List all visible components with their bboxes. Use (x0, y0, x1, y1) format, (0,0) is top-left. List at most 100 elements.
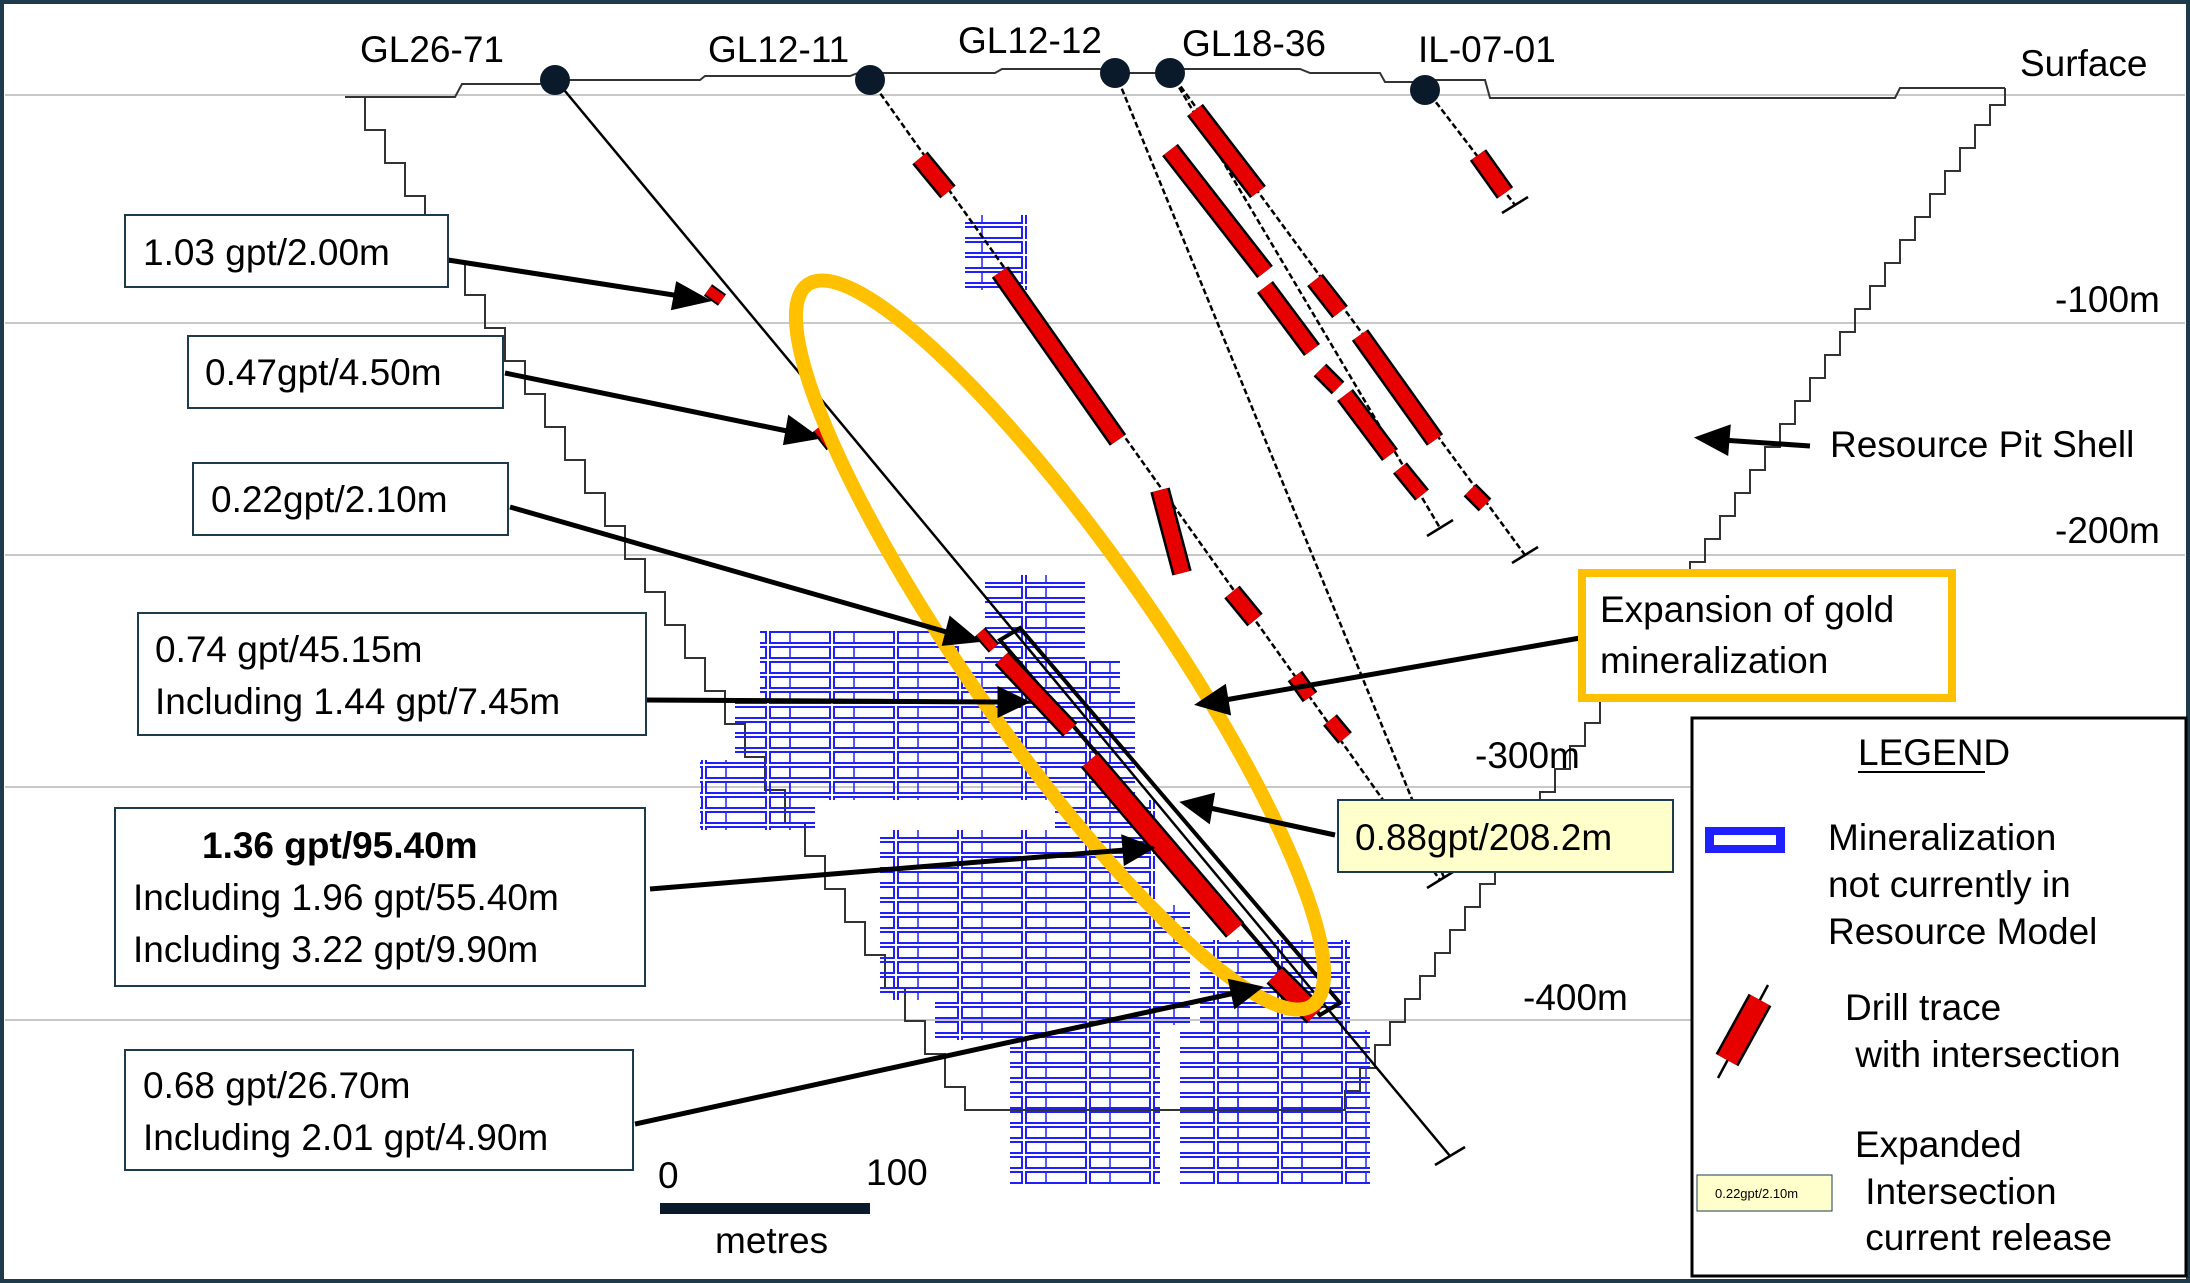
callout-3: 0.22gpt/2.10m (192, 462, 509, 536)
arrow-callout-4 (644, 697, 1001, 705)
callout-1: 1.03 gpt/2.00m (124, 214, 449, 288)
callout-1-line-1: 1.03 gpt/2.00m (143, 232, 390, 273)
callout-6: 0.68 gpt/26.70m Including 2.01 gpt/4.90m (124, 1049, 634, 1171)
intersection (976, 628, 998, 652)
legend-mineralization-line-2: not currently in (1828, 864, 2071, 905)
drill-traces (554, 71, 1539, 1167)
highlight-callout: 0.88gpt/208.2m (1337, 799, 1674, 873)
depth-label-100: -100m (2055, 279, 2160, 320)
callout-5: 1.36 gpt/95.40m Including 1.96 gpt/55.40… (114, 807, 646, 987)
intersection (993, 267, 1125, 445)
scale-bar: 0 100 metres (658, 1152, 928, 1261)
leader-arrows (447, 257, 1811, 1127)
highlight-callout-text: 0.88gpt/208.2m (1355, 817, 1612, 858)
depth-label-400: -400m (1523, 977, 1628, 1018)
arrow-head (997, 686, 1031, 718)
callout-4: 0.74 gpt/45.15m Including 1.44 gpt/7.45m (137, 612, 647, 736)
callout-2: 0.47gpt/4.50m (187, 335, 504, 409)
legend-mineralization-line-1: Mineralization (1828, 817, 2056, 858)
arrow-expansion (1224, 635, 1581, 703)
mineralization-block (1010, 1000, 1160, 1185)
arrow-head (670, 281, 712, 311)
drill-trace-end-cap (1511, 545, 1539, 565)
intersection (1315, 365, 1343, 393)
mineralization-blocks (700, 215, 1370, 1185)
intersection (914, 153, 954, 197)
callout-3-line-1: 0.22gpt/2.10m (211, 479, 448, 520)
arrow-pit-shell (1721, 437, 1811, 449)
mineralization-block (1180, 1030, 1370, 1185)
depth-label-200: -200m (2055, 510, 2160, 551)
arrow-head (1693, 424, 1731, 457)
intersection (1471, 150, 1512, 198)
callout-6-line-1: 0.68 gpt/26.70m (143, 1065, 410, 1106)
drill-trace-end-cap (1426, 870, 1454, 890)
mineralization-block (985, 575, 1085, 665)
drillhole-label-il-07-01: IL-07-01 (1418, 29, 1556, 70)
arrow-head (1227, 978, 1264, 1010)
collar-gl18-36 (1155, 58, 1185, 88)
drillhole-label-gl26-71: GL26-71 (360, 29, 504, 70)
scale-unit-label: metres (715, 1220, 828, 1261)
drillhole-label-gl12-11: GL12-11 (708, 29, 849, 70)
legend-expanded-line-2: Intersection (1855, 1171, 2057, 1212)
drill-trace-gl12-12 (1113, 71, 1447, 881)
intersection (1394, 463, 1428, 500)
arrow-head (1179, 792, 1216, 825)
depth-label-300: -300m (1475, 735, 1580, 776)
arrow-callout-2 (504, 370, 793, 435)
callout-5-line-3: Including 3.22 gpt/9.90m (133, 929, 538, 970)
mineralization-block (700, 760, 790, 830)
drill-trace-gl18-36b (1168, 71, 1442, 529)
arrow-callout-1 (447, 257, 681, 299)
collar-gl26-71 (540, 65, 570, 95)
intersection (1226, 587, 1261, 625)
legend-drill-trace-line-1: Drill trace (1845, 987, 2001, 1028)
intersection (1309, 275, 1346, 317)
legend-drill-trace-line-2: with intersection (1845, 1034, 2121, 1075)
legend-mineralization-line-3: Resource Model (1828, 911, 2097, 952)
arrow-highlight (1209, 805, 1336, 838)
intersection (705, 285, 725, 305)
legend: LEGEND Mineralization not currently in R… (1690, 716, 2188, 1278)
drill-trace-end-cap (1426, 518, 1454, 538)
callout-2-line-1: 0.47gpt/4.50m (205, 352, 442, 393)
legend-expanded-sample: 0.22gpt/2.10m (1715, 1186, 1798, 1201)
callout-4-line-2: Including 1.44 gpt/7.45m (155, 681, 560, 722)
collar-gl12-12 (1100, 58, 1130, 88)
drill-trace-il-07-01 (1424, 87, 1516, 206)
drill-trace-end-cap (1434, 1145, 1466, 1167)
collars (540, 58, 1440, 105)
intersection (1258, 282, 1319, 355)
scale-bar-line (660, 1203, 870, 1214)
callout-5-line-1: 1.36 gpt/95.40m (202, 825, 478, 866)
arrow-callout-6 (634, 990, 1236, 1127)
expansion-callout-line-2: mineralization (1600, 640, 1828, 681)
intersection (1325, 715, 1350, 743)
legend-expanded-line-1: Expanded (1855, 1124, 2022, 1165)
pit-shell-label: Resource Pit Shell (1830, 424, 2134, 465)
callout-6-line-2: Including 2.01 gpt/4.90m (143, 1117, 548, 1158)
intersection (996, 652, 1076, 736)
surface-label: Surface (2020, 43, 2148, 84)
drillhole-label-gl18-36: GL18-36 (1182, 23, 1326, 64)
collar-il-07-01 (1410, 75, 1440, 105)
intersection (1465, 485, 1490, 510)
intersection (1164, 145, 1271, 277)
arrow-head (1194, 683, 1232, 716)
intersection (1353, 330, 1442, 445)
collar-gl12-11 (855, 65, 885, 95)
surface-topography (345, 68, 2005, 99)
drill-trace-end-cap (1501, 195, 1529, 215)
intersection (1189, 105, 1264, 197)
intersection (1082, 753, 1243, 937)
callout-5-line-2: Including 1.96 gpt/55.40m (133, 877, 559, 918)
expansion-callout: Expansion of gold mineralization (1578, 569, 1956, 702)
arrow-callout-3 (509, 504, 951, 636)
scale-end-label: 100 (866, 1152, 928, 1193)
drill-trace-gl12-11 (868, 78, 1442, 881)
arrow-head (782, 414, 822, 446)
expansion-callout-line-1: Expansion of gold (1600, 589, 1894, 630)
